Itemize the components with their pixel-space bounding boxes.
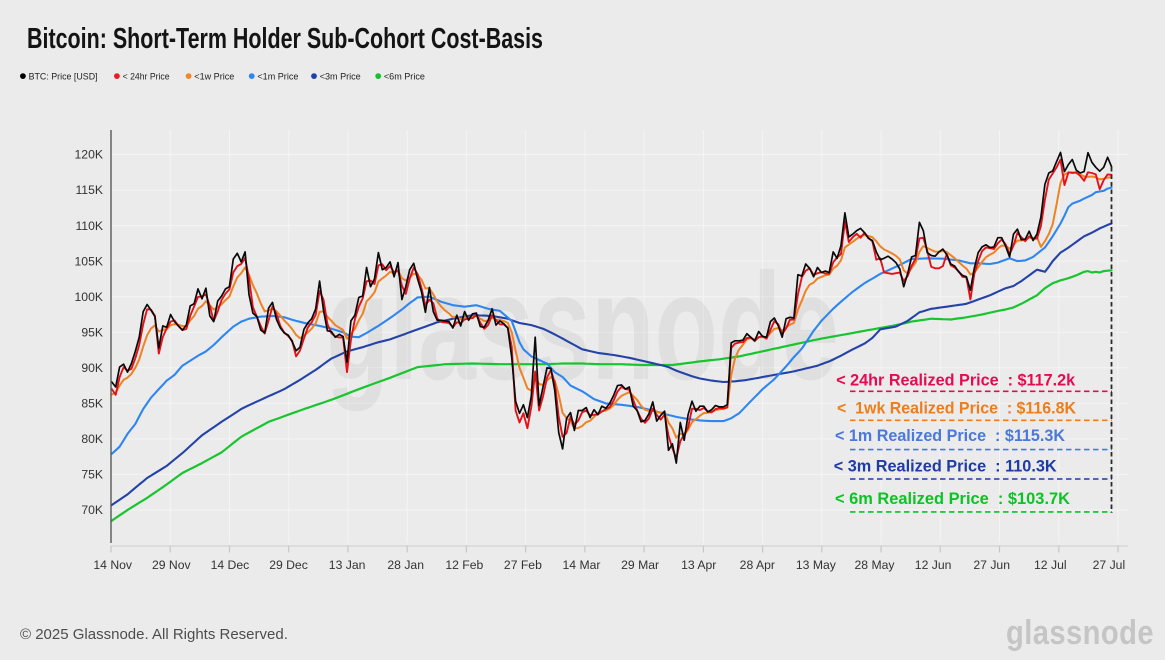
svg-text:14 Dec: 14 Dec (211, 558, 250, 572)
svg-text:< 1wk Realized Price : $116.: < 1wk Realized Price : $116.8K (837, 400, 1076, 418)
svg-text:27 Jul: 27 Jul (1093, 558, 1126, 572)
svg-text:© 2025 Glassnode. All Rights R: © 2025 Glassnode. All Rights Reserved. (20, 626, 288, 643)
svg-text:120K: 120K (75, 148, 103, 162)
svg-text:<3m Price: <3m Price (320, 72, 361, 83)
svg-text:12 Jun: 12 Jun (915, 558, 952, 572)
svg-text:100K: 100K (75, 290, 103, 304)
svg-text:14 Nov: 14 Nov (93, 558, 133, 572)
svg-text:29 Nov: 29 Nov (152, 558, 192, 572)
svg-text:12 Feb: 12 Feb (445, 558, 483, 572)
svg-text:< 3m Realized Price : 110.3K: < 3m Realized Price : 110.3K (834, 458, 1057, 476)
svg-text:28 May: 28 May (855, 558, 896, 572)
svg-text:glassnode: glassnode (1006, 614, 1154, 652)
svg-text:115K: 115K (75, 183, 103, 197)
svg-text:12 Jul: 12 Jul (1034, 558, 1067, 572)
svg-text:75K: 75K (81, 468, 103, 482)
svg-text:95K: 95K (81, 325, 103, 339)
svg-text:80K: 80K (81, 432, 103, 446)
svg-text:28 Apr: 28 Apr (740, 558, 775, 572)
svg-text:70K: 70K (81, 503, 103, 517)
svg-text:110K: 110K (75, 219, 103, 233)
svg-text:105K: 105K (75, 254, 103, 268)
svg-text:14 Mar: 14 Mar (563, 558, 601, 572)
svg-text:<6m Price: <6m Price (384, 72, 425, 83)
svg-text:13 Jan: 13 Jan (329, 558, 366, 572)
svg-text:< 6m Realized Price : $103.7K: < 6m Realized Price : $103.7K (835, 490, 1070, 508)
svg-text:< 24hr Price: < 24hr Price (123, 72, 170, 83)
svg-text:29 Mar: 29 Mar (621, 558, 659, 572)
svg-text:90K: 90K (81, 361, 103, 375)
svg-text:85K: 85K (81, 397, 103, 411)
svg-text:glassnode: glassnode (326, 242, 839, 412)
svg-text:< 1m Realized Price : $115.3K: < 1m Realized Price : $115.3K (835, 427, 1065, 445)
svg-text:27 Jun: 27 Jun (973, 558, 1010, 572)
svg-text:13 May: 13 May (796, 558, 837, 572)
svg-text:<1m Price: <1m Price (257, 72, 298, 83)
svg-text:28 Jan: 28 Jan (387, 558, 424, 572)
svg-text:< 24hr Realized Price : $117.: < 24hr Realized Price : $117.2k (836, 372, 1076, 390)
svg-text:27 Feb: 27 Feb (504, 558, 542, 572)
svg-text:13 Apr: 13 Apr (681, 558, 716, 572)
svg-text:Bitcoin: Short-Term Holder Sub: Bitcoin: Short-Term Holder Sub-Cohort Co… (27, 23, 543, 55)
svg-text:29 Dec: 29 Dec (269, 558, 308, 572)
svg-text:<1w Price: <1w Price (194, 72, 234, 83)
svg-text:BTC: Price [USD]: BTC: Price [USD] (29, 72, 98, 83)
